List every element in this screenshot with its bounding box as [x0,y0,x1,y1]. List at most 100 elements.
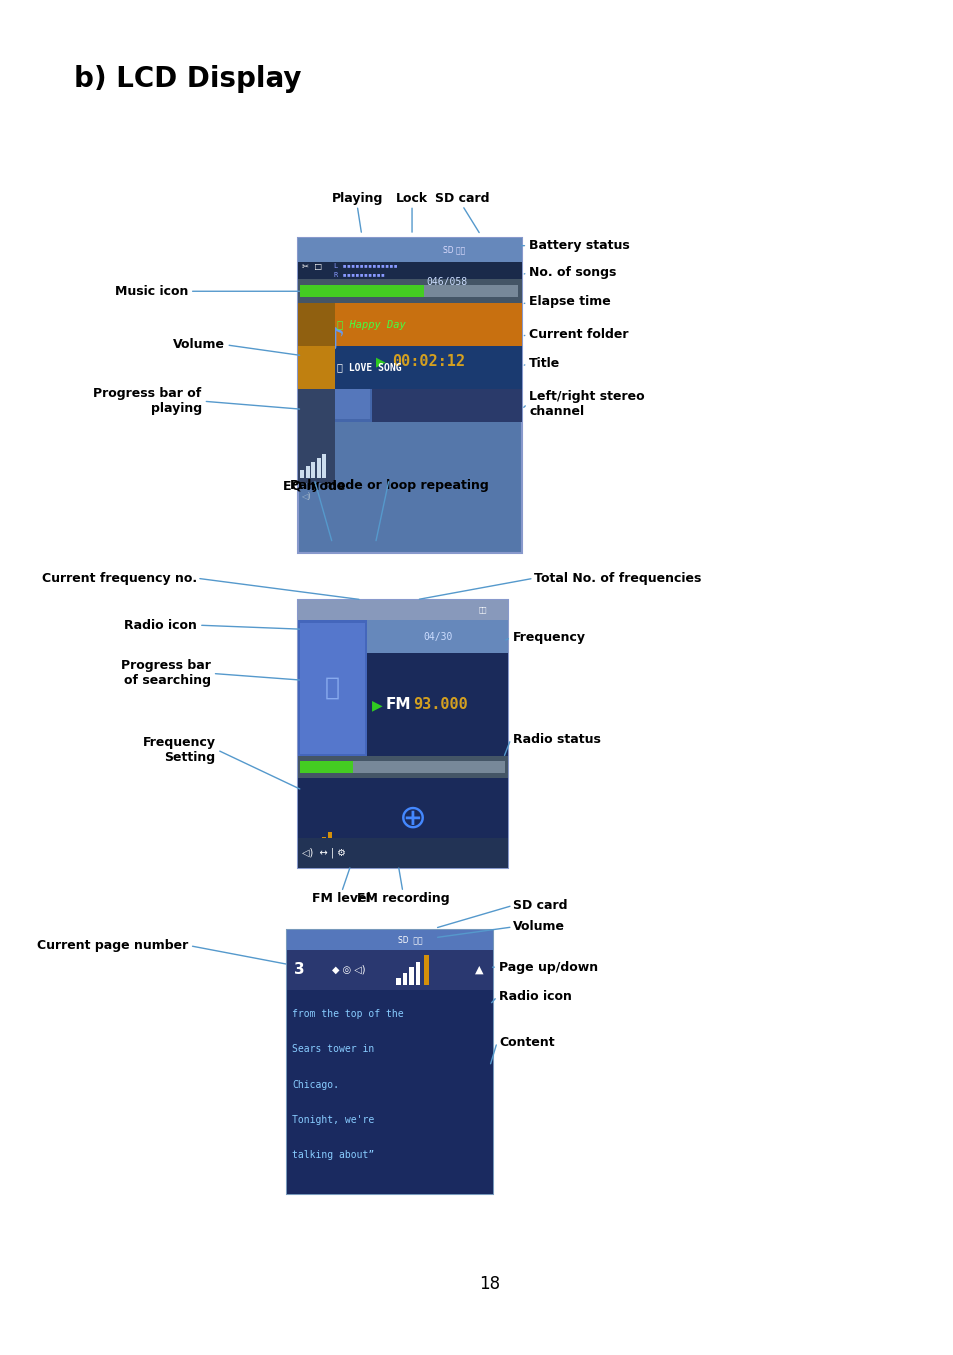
Bar [372,302,521,421]
Bar [409,967,414,985]
Text: Music icon: Music icon [114,285,188,298]
Bar [423,955,429,985]
Bar [321,837,326,860]
Text: ◆ ◎ ◁): ◆ ◎ ◁) [333,965,366,974]
Bar [297,237,521,262]
Bar [297,600,508,619]
Text: SD ⬛⬛: SD ⬛⬛ [443,245,465,255]
Text: 04/30: 04/30 [422,631,452,642]
Text: b) LCD Display: b) LCD Display [73,65,301,92]
Bar [311,462,314,478]
Text: Frequency: Frequency [512,631,585,644]
Text: ♪: ♪ [325,328,344,356]
Bar [297,389,335,484]
Text: Current page number: Current page number [36,939,188,953]
Bar [402,973,407,985]
Text: ◁): ◁) [301,492,311,501]
Bar [297,279,521,304]
Text: EQ mode: EQ mode [283,480,345,492]
Text: Total No. of frequencies: Total No. of frequencies [533,572,700,585]
Text: Elapse time: Elapse time [529,295,610,309]
Bar [300,470,304,478]
Text: FM recording: FM recording [356,892,449,905]
Text: SD  ⬛⬛: SD ⬛⬛ [397,935,422,944]
Text: 📁 LOVE SONG: 📁 LOVE SONG [337,362,401,373]
Text: Volume: Volume [172,339,224,351]
Bar [297,756,508,778]
Bar [314,843,319,860]
Bar [297,262,372,421]
Bar [297,237,521,262]
Text: Progress bar
of searching: Progress bar of searching [121,660,211,687]
Text: 046/058: 046/058 [426,276,467,287]
Text: ▶: ▶ [375,355,385,369]
Bar [297,600,508,869]
Bar [297,304,521,346]
Text: SD card: SD card [512,898,566,912]
Bar [367,619,508,653]
Text: Left/right stereo
channel: Left/right stereo channel [529,390,644,417]
Bar [299,622,365,753]
Text: 3: 3 [294,962,304,977]
Bar [302,854,307,860]
Bar [297,346,335,389]
Bar [297,262,521,279]
Text: L ▪▪▪▪▪▪▪▪▪▪▪▪▪: L ▪▪▪▪▪▪▪▪▪▪▪▪▪ [334,263,397,270]
Text: 18: 18 [478,1275,499,1293]
Text: talking about”: talking about” [292,1150,375,1160]
Text: Paly mode or loop repeating: Paly mode or loop repeating [290,480,488,492]
Bar [297,778,508,869]
Text: Frequency
Setting: Frequency Setting [142,736,215,764]
Text: ⊕: ⊕ [399,802,427,835]
Text: Battery status: Battery status [529,240,629,252]
Text: Tonight, we're: Tonight, we're [292,1115,375,1125]
Text: 00:02:12: 00:02:12 [392,355,464,370]
Text: SD card: SD card [435,192,489,206]
Text: ⬛⬛: ⬛⬛ [478,607,487,612]
Bar [322,454,326,478]
Text: R ▪▪▪▪▪▪▪▪▪▪: R ▪▪▪▪▪▪▪▪▪▪ [334,271,385,278]
Bar [309,848,313,860]
Bar [416,962,420,985]
Bar [297,839,508,869]
Text: Current frequency no.: Current frequency no. [42,572,197,585]
Text: Radio icon: Radio icon [124,619,197,631]
Text: No. of songs: No. of songs [529,266,616,279]
Text: Sears tower in: Sears tower in [292,1045,375,1054]
Text: 📡: 📡 [325,676,339,701]
Text: Volume: Volume [512,920,564,934]
Bar [396,978,400,985]
Text: ◁)  ↔ | ⚙: ◁) ↔ | ⚙ [302,848,346,859]
Bar [423,285,517,297]
Bar [299,264,370,419]
Bar [287,991,492,1194]
Bar [287,930,492,950]
Text: Content: Content [498,1035,554,1049]
Bar [306,466,310,478]
Bar [297,346,521,389]
Text: Chicago.: Chicago. [292,1080,339,1089]
Text: ▲: ▲ [475,965,483,974]
Text: Radio status: Radio status [512,733,599,745]
Text: Progress bar of
playing: Progress bar of playing [93,388,201,415]
Bar [297,619,367,756]
Text: Playing: Playing [331,192,382,206]
Text: Current folder: Current folder [529,328,628,340]
Text: ✂  □: ✂ □ [302,262,322,271]
Bar [287,930,492,1194]
Bar [300,760,353,774]
Bar [300,285,423,297]
Text: FM: FM [385,698,411,713]
Text: 93.000: 93.000 [413,698,467,713]
Text: Radio icon: Radio icon [498,991,571,1003]
Bar [372,262,521,302]
Text: Lock: Lock [395,192,428,206]
Bar [328,832,333,860]
Text: Page up/down: Page up/down [498,961,598,974]
Bar [297,237,521,553]
Text: ▶: ▶ [372,698,382,711]
Bar [316,458,320,478]
Text: Title: Title [529,358,559,370]
Text: FM level: FM level [312,892,371,905]
Text: from the top of the: from the top of the [292,1009,403,1019]
